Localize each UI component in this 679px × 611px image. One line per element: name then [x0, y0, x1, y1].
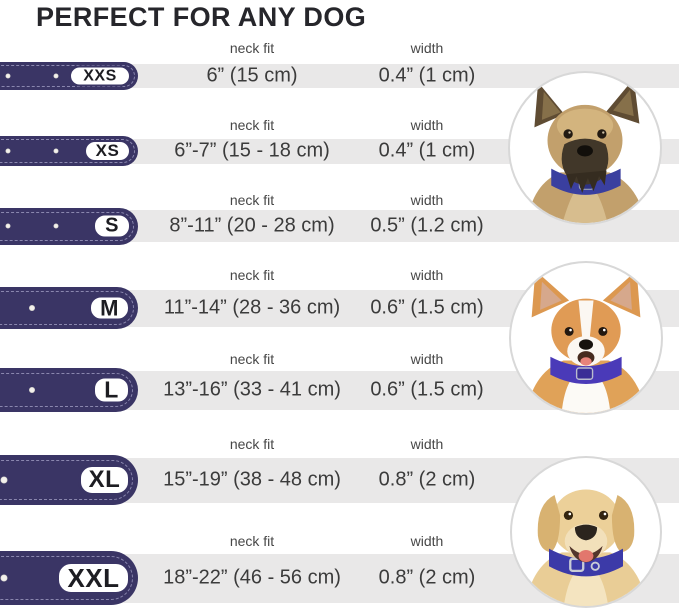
labrador-illustration: [524, 489, 648, 606]
size-badge-l: L: [92, 375, 131, 405]
width-value: 0.8” (2 cm): [378, 566, 476, 589]
neck-fit-value: 15”-19” (38 - 48 cm): [163, 468, 341, 491]
rivet-hole: [0, 574, 8, 582]
width-header: width: [410, 436, 444, 452]
width-header: width: [410, 267, 444, 283]
rivet-hole: [29, 305, 35, 311]
width-header: width: [410, 192, 444, 208]
width-value: 0.6” (1.5 cm): [370, 296, 484, 319]
size-badge-m: M: [88, 294, 131, 322]
collar-strap: M: [0, 287, 138, 329]
neck-fit-header: neck fit: [229, 40, 275, 56]
size-badge-xxs: XXS: [69, 65, 131, 87]
size-badge-xl: XL: [78, 464, 131, 496]
size-badge-xxl: XXL: [56, 561, 131, 595]
collar-strap: S: [0, 207, 138, 245]
collar-strap: L: [0, 368, 138, 412]
rivet-hole: [5, 73, 11, 79]
collar-strap: XS: [0, 136, 138, 166]
width-value: 0.4” (1 cm): [378, 139, 476, 162]
collar-strap: XXL: [0, 551, 138, 605]
neck-fit-header: neck fit: [229, 117, 275, 133]
neck-fit-value: 18”-22” (46 - 56 cm): [163, 566, 341, 589]
rivet-hole: [5, 223, 11, 229]
rivet-hole: [53, 223, 59, 229]
neck-fit-header: neck fit: [229, 351, 275, 367]
width-header: width: [410, 40, 444, 56]
dog-photo-corgi: [509, 261, 663, 415]
width-value: 0.4” (1 cm): [378, 64, 476, 87]
page-title: PERFECT FOR ANY DOG: [36, 2, 367, 32]
rivet-hole: [29, 387, 35, 393]
width-header: width: [410, 533, 444, 549]
collar-strap: XXS: [0, 62, 138, 90]
width-value: 0.5” (1.2 cm): [370, 214, 484, 237]
rivet-hole: [53, 73, 59, 79]
terrier-illustration: [526, 78, 645, 223]
neck-fit-value: 6” (15 cm): [206, 64, 298, 87]
neck-fit-value: 6”-7” (15 - 18 cm): [174, 139, 330, 162]
size-badge-xs: XS: [84, 140, 131, 162]
dog-photo-labrador: [510, 456, 662, 608]
corgi-illustration: [526, 270, 646, 413]
neck-fit-value: 13”-16” (33 - 41 cm): [163, 378, 341, 401]
width-value: 0.8” (2 cm): [378, 468, 476, 491]
size-badge-s: S: [93, 213, 131, 239]
rivet-hole: [0, 476, 8, 484]
width-header: width: [410, 117, 444, 133]
neck-fit-header: neck fit: [229, 267, 275, 283]
rivet-hole: [53, 148, 59, 154]
collar-strap: XL: [0, 455, 138, 505]
width-value: 0.6” (1.5 cm): [370, 378, 484, 401]
neck-fit-header: neck fit: [229, 192, 275, 208]
width-header: width: [410, 351, 444, 367]
neck-fit-header: neck fit: [229, 436, 275, 452]
neck-fit-value: 11”-14” (28 - 36 cm): [163, 296, 341, 319]
rivet-hole: [5, 148, 11, 154]
neck-fit-header: neck fit: [229, 533, 275, 549]
dog-photo-terrier: [508, 71, 662, 225]
neck-fit-value: 8”-11” (20 - 28 cm): [169, 214, 335, 237]
